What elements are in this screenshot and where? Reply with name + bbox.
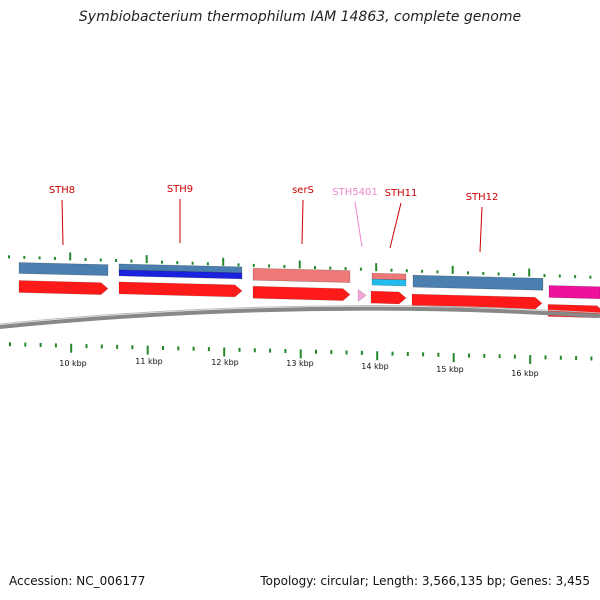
gene-bar-sth12 (412, 274, 544, 291)
gene-bar-sth9-strand (118, 269, 243, 280)
scale-label: 14 kbp (361, 362, 389, 371)
scale-label: 13 kbp (286, 359, 314, 368)
backbone-line (0, 306, 600, 329)
cds-arrow-sth11 (370, 290, 407, 305)
cds-arrow-sth9 (118, 281, 243, 298)
leader-line (301, 199, 304, 245)
scale-label: 10 kbp (59, 359, 87, 368)
gene-label-group: STH8 STH9 serS STH5401 STH11 STH12 (49, 184, 499, 203)
gene-bar-next (548, 285, 600, 300)
genome-backbone (0, 305, 600, 329)
accession-text: Accession: NC_006177 (9, 574, 146, 588)
genome-summary-text: Topology: circular; Length: 3,566,135 bp… (260, 574, 590, 588)
leader-line (389, 202, 402, 249)
backbone-highlight (0, 305, 600, 325)
scale-label: 15 kbp (436, 365, 464, 374)
gene-label: STH8 (49, 185, 75, 196)
cds-arrow-sth8 (18, 280, 109, 295)
cds-arrow-sth5401 (357, 289, 367, 302)
gene-bar-sth11-strand (371, 278, 407, 287)
map-title: Symbiobacterium thermophilum IAM 14863, … (78, 9, 522, 25)
cds-arrow-sers (252, 285, 351, 301)
gene-label: STH12 (466, 192, 499, 203)
gene-bar-sth8 (18, 262, 109, 276)
scale-label: 11 kbp (135, 357, 163, 366)
gene-bar-sth11 (371, 272, 407, 281)
gene-label: STH9 (167, 184, 193, 195)
feature-track (18, 262, 600, 319)
leader-line (354, 201, 363, 248)
gene-label: serS (292, 185, 314, 196)
inner-tick-track (9, 342, 593, 364)
scale-label-group: 10 kbp 11 kbp 12 kbp 13 kbp 14 kbp 15 kbp 16 k… (59, 357, 539, 378)
leader-line (61, 199, 64, 246)
scale-label: 12 kbp (211, 358, 239, 367)
leader-line (479, 206, 483, 253)
outer-tick-track (8, 252, 592, 279)
cds-arrow-sth12 (411, 293, 543, 310)
gene-bar-sers (252, 267, 351, 283)
gene-label: STH5401 (332, 187, 377, 198)
scale-label: 16 kbp (511, 369, 539, 378)
label-leader-lines (61, 199, 483, 253)
gene-label: STH11 (385, 188, 418, 199)
